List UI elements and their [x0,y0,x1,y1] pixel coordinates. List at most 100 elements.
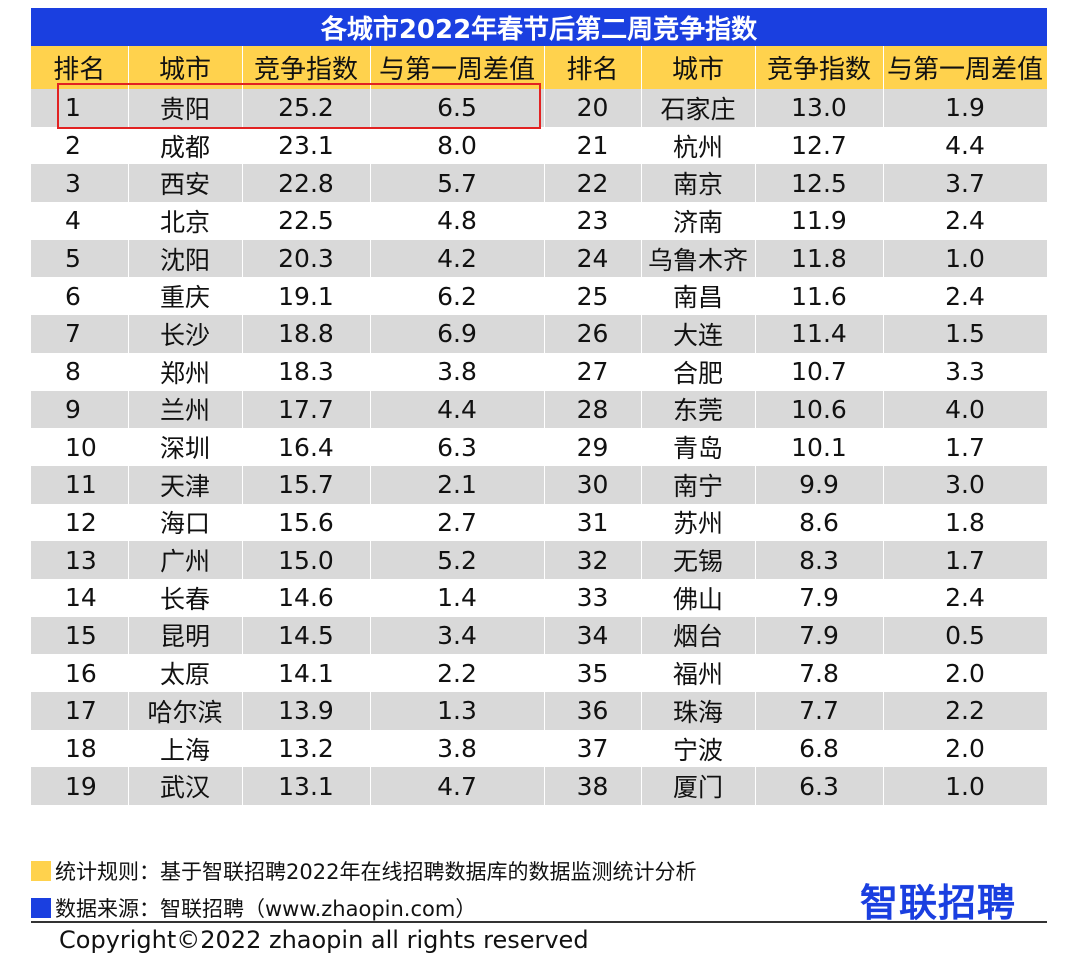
index-cell: 12.7 [755,126,884,165]
index-cell: 16.4 [242,428,371,466]
rank-cell: 8 [31,352,129,391]
diff-cell: 5.7 [370,164,545,203]
index-cell: 10.1 [755,428,884,466]
city-cell: 沈阳 [128,239,243,278]
competition-index-table: 排名 城市 竞争指数 与第一周差值 排名 城市 竞争指数 与第一周差值 1 贵阳 2… [31,46,1048,806]
rank-cell: 33 [544,578,642,617]
city-cell: 太原 [128,654,243,692]
rank-cell: 26 [544,315,642,353]
table-row: 17 哈尔滨 13.9 1.3 36 珠海 7.7 2.2 [31,692,1048,730]
rank-cell: 21 [544,126,642,165]
index-cell: 17.7 [242,390,371,429]
diff-cell: 2.7 [370,503,545,542]
rank-cell: 2 [31,126,129,165]
index-cell: 13.1 [242,767,371,806]
city-cell: 南京 [641,164,756,203]
column-header: 排名 [544,46,642,89]
city-cell: 珠海 [641,692,756,730]
rank-cell: 29 [544,428,642,466]
table-row: 14 长春 14.6 1.4 33 佛山 7.9 2.4 [31,578,1048,617]
diff-cell: 1.5 [883,315,1048,353]
table-row: 13 广州 15.0 5.2 32 无锡 8.3 1.7 [31,541,1048,579]
diff-cell: 4.8 [370,202,545,240]
rank-cell: 20 [544,89,642,127]
index-cell: 22.8 [242,164,371,203]
rank-cell: 22 [544,164,642,203]
index-cell: 13.9 [242,692,371,730]
rank-cell: 35 [544,654,642,692]
rank-cell: 3 [31,164,129,203]
index-cell: 9.9 [755,465,884,504]
index-cell: 8.3 [755,541,884,579]
diff-cell: 3.4 [370,616,545,655]
city-cell: 大连 [641,315,756,353]
city-cell: 昆明 [128,616,243,655]
table-row: 9 兰州 17.7 4.4 28 东莞 10.6 4.0 [31,390,1048,429]
index-cell: 14.5 [242,616,371,655]
rank-cell: 36 [544,692,642,730]
rank-cell: 14 [31,578,129,617]
diff-cell: 3.0 [883,465,1048,504]
city-cell: 乌鲁木齐 [641,239,756,278]
index-cell: 10.7 [755,352,884,391]
index-cell: 7.9 [755,578,884,617]
column-header: 与第一周差值 [370,46,545,89]
rank-cell: 11 [31,465,129,504]
table-row: 18 上海 13.2 3.8 37 宁波 6.8 2.0 [31,729,1048,768]
city-cell: 海口 [128,503,243,542]
city-cell: 长沙 [128,315,243,353]
index-cell: 7.7 [755,692,884,730]
index-cell: 6.3 [755,767,884,806]
city-cell: 烟台 [641,616,756,655]
rank-cell: 34 [544,616,642,655]
column-header: 城市 [128,46,243,89]
city-cell: 杭州 [641,126,756,165]
rank-cell: 30 [544,465,642,504]
diff-cell: 1.0 [883,767,1048,806]
index-cell: 11.9 [755,202,884,240]
city-cell: 长春 [128,578,243,617]
rank-cell: 6 [31,277,129,316]
rank-cell: 13 [31,541,129,579]
city-cell: 重庆 [128,277,243,316]
rank-cell: 32 [544,541,642,579]
yellow-square-icon [31,861,51,881]
index-cell: 19.1 [242,277,371,316]
diff-cell: 1.9 [883,89,1048,127]
city-cell: 南宁 [641,465,756,504]
city-cell: 福州 [641,654,756,692]
diff-cell: 2.4 [883,202,1048,240]
header-row: 排名 城市 竞争指数 与第一周差值 排名 城市 竞争指数 与第一周差值 [31,46,1048,89]
column-header: 排名 [31,46,129,89]
city-cell: 青岛 [641,428,756,466]
table-row: 10 深圳 16.4 6.3 29 青岛 10.1 1.7 [31,428,1048,466]
diff-cell: 1.7 [883,428,1048,466]
city-cell: 贵阳 [128,89,243,127]
diff-cell: 0.5 [883,616,1048,655]
table-row: 5 沈阳 20.3 4.2 24 乌鲁木齐 11.8 1.0 [31,239,1048,278]
index-cell: 11.4 [755,315,884,353]
city-cell: 厦门 [641,767,756,806]
rank-cell: 7 [31,315,129,353]
blue-square-icon [31,898,51,918]
index-cell: 23.1 [242,126,371,165]
index-cell: 10.6 [755,390,884,429]
city-cell: 合肥 [641,352,756,391]
table-row: 19 武汉 13.1 4.7 38 厦门 6.3 1.0 [31,767,1048,806]
index-cell: 15.6 [242,503,371,542]
zhaopin-logo: 智联招聘 [860,881,1017,925]
index-cell: 15.0 [242,541,371,579]
diff-cell: 2.0 [883,729,1048,768]
city-cell: 无锡 [641,541,756,579]
column-header: 竞争指数 [242,46,371,89]
table-row: 11 天津 15.7 2.1 30 南宁 9.9 3.0 [31,465,1048,504]
diff-cell: 6.9 [370,315,545,353]
city-cell: 东莞 [641,390,756,429]
index-cell: 15.7 [242,465,371,504]
diff-cell: 3.8 [370,352,545,391]
diff-cell: 2.4 [883,277,1048,316]
rank-cell: 16 [31,654,129,692]
rank-cell: 24 [544,239,642,278]
index-cell: 7.8 [755,654,884,692]
city-cell: 南昌 [641,277,756,316]
